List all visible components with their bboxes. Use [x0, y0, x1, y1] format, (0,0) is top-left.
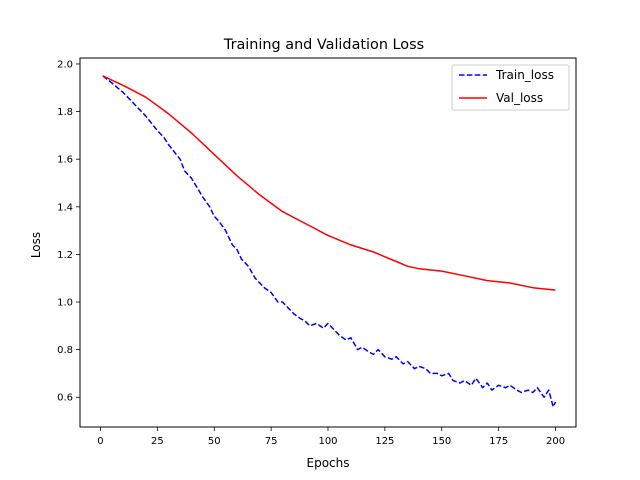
- x-tick-label: 150: [432, 436, 451, 447]
- x-axis-label: Epochs: [307, 456, 350, 470]
- x-tick-label: 50: [208, 436, 221, 447]
- x-tick-label: 175: [489, 436, 508, 447]
- x-tick-label: 25: [151, 436, 164, 447]
- x-tick-label: 75: [265, 436, 278, 447]
- y-tick-label: 1.6: [57, 155, 73, 166]
- x-tick-label: 0: [97, 436, 103, 447]
- y-tick-label: 2.0: [57, 59, 73, 70]
- y-axis-ticks: 0.6 0.8 1.0 1.2 1.4 1.6 1.8 2.0: [57, 59, 80, 404]
- y-tick-label: 1.2: [57, 250, 73, 261]
- y-tick-label: 0.6: [57, 393, 73, 404]
- chart-title: Training and Validation Loss: [223, 37, 424, 53]
- x-tick-label: 100: [318, 436, 337, 447]
- plot-area: [102, 75, 557, 408]
- y-tick-label: 0.8: [57, 345, 73, 356]
- y-tick-label: 1.0: [57, 298, 73, 309]
- y-tick-label: 1.8: [57, 107, 73, 118]
- legend: Train_loss Val_loss: [451, 64, 570, 111]
- series-line-train-loss: [102, 75, 557, 408]
- x-axis-ticks: 0 25 50 75 100 125 150 175 200: [97, 427, 565, 447]
- legend-label: Train_loss: [495, 68, 554, 82]
- y-axis-label: Loss: [29, 232, 43, 258]
- x-tick-label: 125: [375, 436, 394, 447]
- series-line-val-loss: [102, 75, 556, 291]
- x-tick-label: 200: [546, 436, 565, 447]
- y-tick-label: 1.4: [57, 202, 73, 213]
- legend-label: Val_loss: [496, 91, 543, 105]
